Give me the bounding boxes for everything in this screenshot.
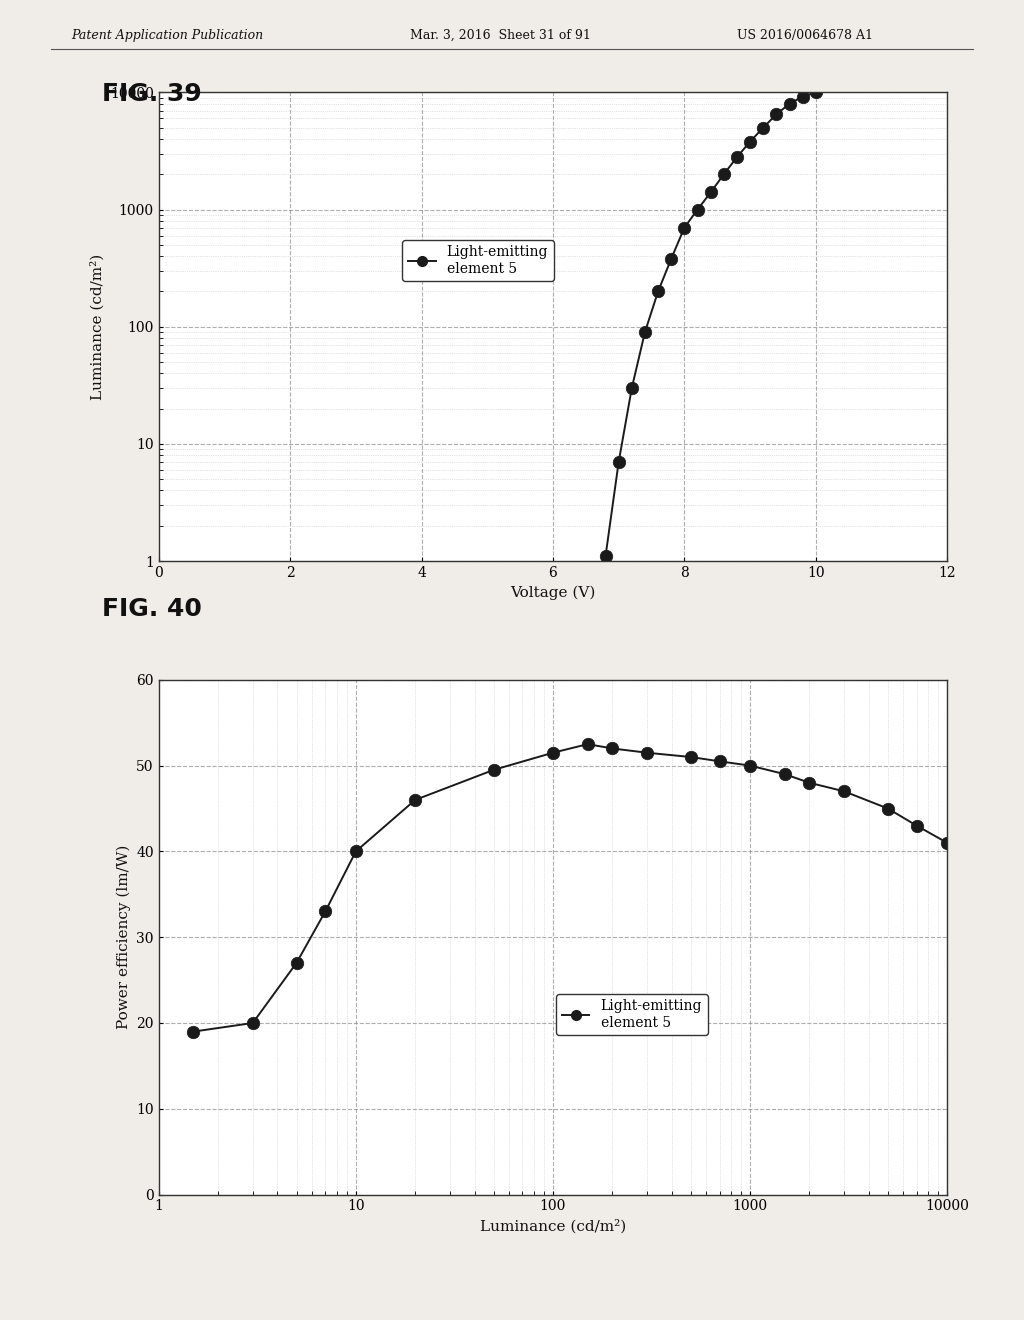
Legend: Light-emitting
element 5: Light-emitting element 5 bbox=[556, 994, 708, 1035]
Text: Patent Application Publication: Patent Application Publication bbox=[72, 29, 264, 42]
Y-axis label: Luminance (cd/m²): Luminance (cd/m²) bbox=[90, 253, 104, 400]
Y-axis label: Power efficiency (lm/W): Power efficiency (lm/W) bbox=[117, 845, 131, 1030]
Legend: Light-emitting
element 5: Light-emitting element 5 bbox=[402, 240, 554, 281]
Text: Mar. 3, 2016  Sheet 31 of 91: Mar. 3, 2016 Sheet 31 of 91 bbox=[410, 29, 591, 42]
Text: US 2016/0064678 A1: US 2016/0064678 A1 bbox=[737, 29, 873, 42]
Text: FIG. 40: FIG. 40 bbox=[102, 597, 203, 620]
X-axis label: Luminance (cd/m²): Luminance (cd/m²) bbox=[480, 1218, 626, 1233]
Text: FIG. 39: FIG. 39 bbox=[102, 82, 202, 106]
X-axis label: Voltage (V): Voltage (V) bbox=[510, 585, 596, 599]
